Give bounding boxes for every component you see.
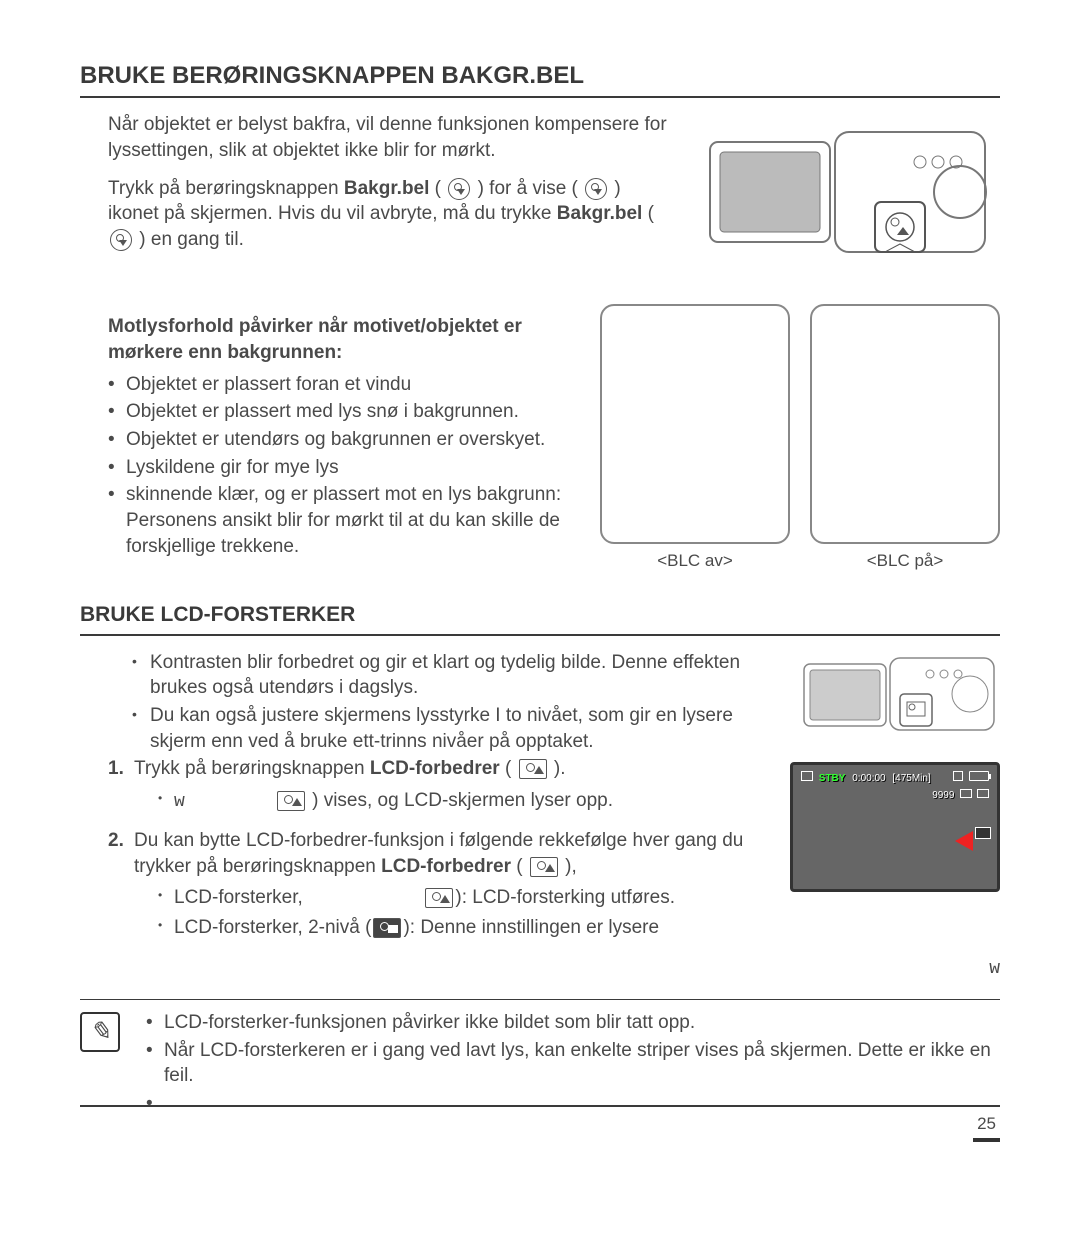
section1-instruction: Trykk på berøringsknappen Bakgr.bel ( ) … <box>80 176 676 253</box>
conditions-list: Objektet er plassert foran et vindu Obje… <box>80 372 576 481</box>
section2-intro-list: Kontrasten blir forbedret og gir et klar… <box>80 650 776 755</box>
battery-icon <box>969 771 989 781</box>
red-arrow-icon <box>955 831 973 851</box>
page-number: 25 <box>973 1113 1000 1142</box>
lcd-preview: STBY 0:00:00 [475Min] 9999 <box>790 762 1000 892</box>
lcd-enhancer-icon <box>519 759 547 779</box>
screen-blc-off <box>600 304 790 544</box>
time-label: 0:00:00 <box>852 773 885 784</box>
min-label: [475Min] <box>892 773 930 784</box>
section2-title: BRUKE LCD-FORSTERKER <box>80 601 1000 635</box>
lcd-enhancer-icon <box>277 791 305 811</box>
conditions-heading: Motlysforhold påvirker når motivet/objek… <box>80 314 576 365</box>
cond-item: Objektet er plassert med lys snø i bakgr… <box>108 399 576 425</box>
lcd-side-icon <box>975 827 991 839</box>
caption-blc-on: <BLC på> <box>810 550 1000 573</box>
cond-item-continued: skinnende klær, og er plassert mot en ly… <box>80 482 576 559</box>
lcd-enhancer-2-icon <box>373 918 401 938</box>
caption-blc-off: <BLC av> <box>600 550 790 573</box>
lcd-enhancer-icon <box>425 888 453 908</box>
backlight-icon <box>110 229 132 251</box>
sd-icon <box>953 771 963 781</box>
step-2: 2. Du kan bytte LCD-forbedrer-funksjon i… <box>108 828 766 941</box>
note-item: Når LCD-forsterkeren er i gang ved lavt … <box>146 1038 1000 1089</box>
backlight-icon <box>448 178 470 200</box>
note-icon: ✎ <box>80 1012 120 1052</box>
w-char: w <box>174 792 185 812</box>
cond-item: Lyskildene gir for mye lys <box>108 455 576 481</box>
note-box: ✎ LCD-forsterker-funksjonen påvirker ikk… <box>80 999 1000 1107</box>
count-label: 9999 <box>932 790 954 801</box>
screen-blc-on <box>810 304 1000 544</box>
step-1: 1. Trykk på berøringsknappen LCD-forbedr… <box>108 756 766 814</box>
comparison-screens: <BLC av> <BLC på> <box>600 304 1000 573</box>
cond-item: Objektet er plassert foran et vindu <box>108 372 576 398</box>
cond-item: Objektet er utendørs og bakgrunnen er ov… <box>108 427 576 453</box>
note-list: LCD-forsterker-funksjonen påvirker ikke … <box>138 1010 1000 1091</box>
camcorder-illustration-1 <box>700 112 1000 282</box>
list-item: Du kan også justere skjermens lysstyrke … <box>132 703 776 754</box>
camcorder-illustration-2 <box>800 650 1000 740</box>
w-mark: w <box>80 957 1000 981</box>
section1-title: BRUKE BERØRINGSKNAPPEN BAKGR.BEL <box>80 60 1000 98</box>
note-item: LCD-forsterker-funksjonen påvirker ikke … <box>146 1010 1000 1036</box>
section1-intro: Når objektet er belyst bakfra, vil denne… <box>80 112 676 163</box>
backlight-icon <box>585 178 607 200</box>
steps-list: 1. Trykk på berøringsknappen LCD-forbedr… <box>80 756 766 941</box>
list-item: Kontrasten blir forbedret og gir et klar… <box>132 650 776 701</box>
lcd-enhancer-icon <box>530 857 558 877</box>
stby-label: STBY <box>819 773 846 784</box>
